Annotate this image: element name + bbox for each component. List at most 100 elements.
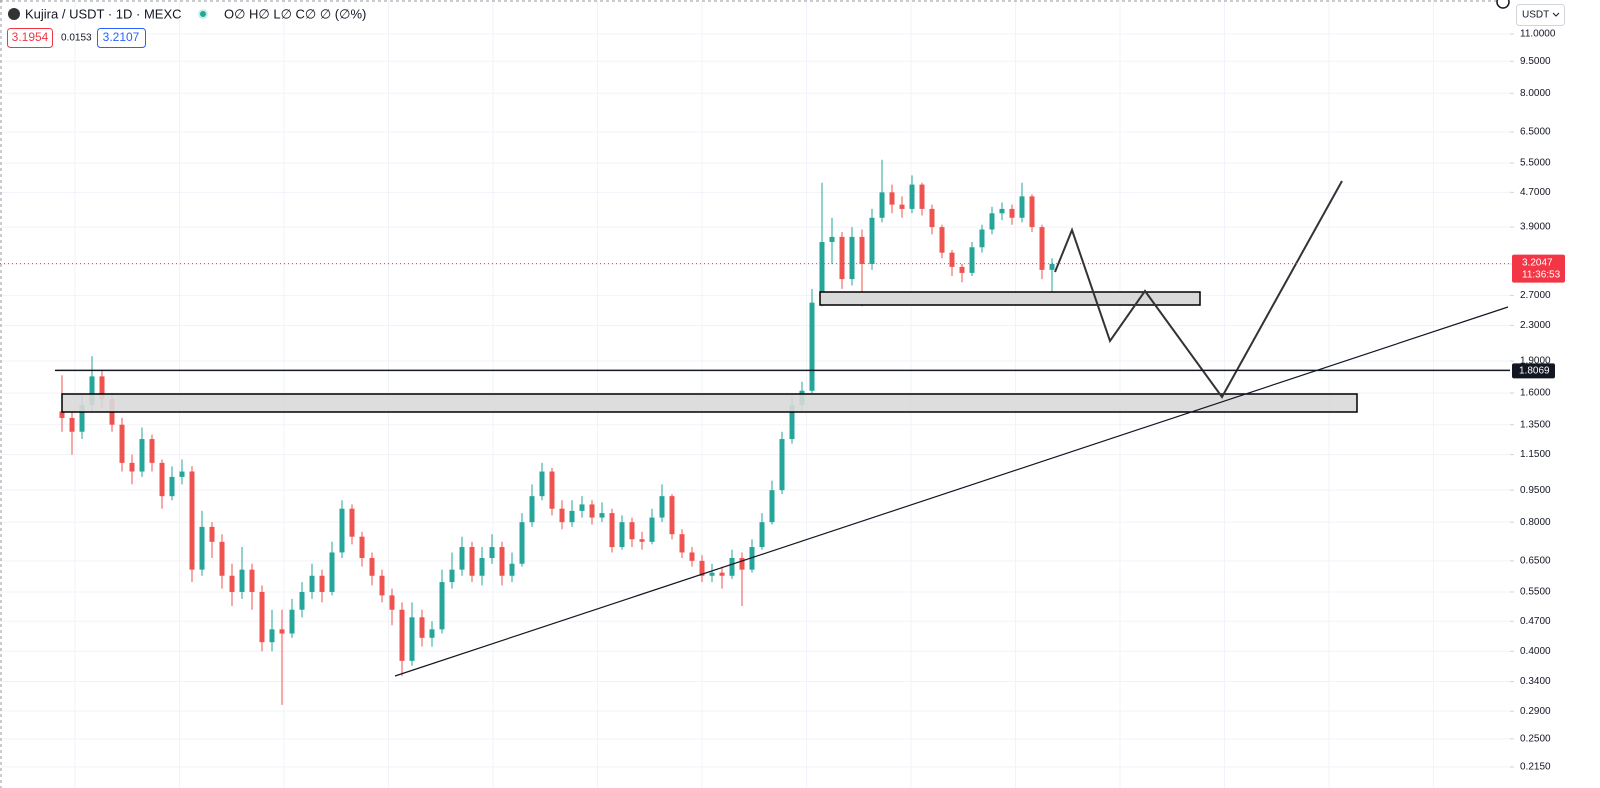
y-tick-label: 1.3500 bbox=[1520, 419, 1551, 430]
currency-select[interactable] bbox=[1516, 4, 1565, 26]
candle-body bbox=[209, 526, 215, 542]
y-tick-label: 0.6500 bbox=[1520, 555, 1551, 566]
bid: 3.1954 bbox=[12, 30, 49, 44]
candle-body bbox=[399, 609, 405, 661]
candle-body bbox=[179, 471, 185, 477]
y-tick-label: 0.8000 bbox=[1520, 517, 1551, 528]
y-tick-label: 0.4000 bbox=[1520, 646, 1551, 657]
candle-body bbox=[419, 617, 425, 638]
candle-body bbox=[579, 504, 585, 511]
candle-body bbox=[309, 575, 315, 592]
candle-body bbox=[1029, 196, 1035, 228]
candle-body bbox=[379, 575, 385, 596]
candle-body bbox=[509, 563, 515, 576]
candle-body bbox=[669, 496, 675, 535]
candle-body bbox=[699, 560, 705, 576]
candle-body bbox=[59, 411, 65, 418]
candle-body bbox=[349, 508, 355, 537]
candle-body bbox=[739, 558, 745, 570]
last-price-tag bbox=[1512, 254, 1565, 283]
candle-body bbox=[139, 439, 145, 472]
candle-body bbox=[429, 629, 435, 638]
candle-body bbox=[779, 439, 785, 491]
candle-body bbox=[99, 376, 105, 399]
spread: 0.0153 bbox=[61, 33, 92, 44]
candle-body bbox=[719, 572, 725, 576]
y-tick-label: 0.2150 bbox=[1520, 762, 1551, 773]
drawings bbox=[61, 180, 1509, 677]
candle-body bbox=[549, 471, 555, 509]
candle-body bbox=[569, 510, 575, 523]
candle-body bbox=[1009, 208, 1015, 218]
sell-box[interactable] bbox=[7, 28, 53, 48]
candle-body bbox=[769, 490, 775, 523]
candle-body bbox=[849, 236, 855, 280]
candle-body bbox=[479, 558, 485, 576]
symbol-title: Kujira / USDT · 1D · MEXC bbox=[25, 6, 182, 21]
candle-body bbox=[449, 569, 455, 583]
candle-body bbox=[1019, 196, 1025, 218]
candle-body bbox=[269, 629, 275, 643]
candle-body bbox=[289, 609, 295, 634]
candle-body bbox=[909, 184, 915, 209]
candle-body bbox=[1039, 227, 1045, 270]
candle-body bbox=[119, 424, 125, 463]
candle-body bbox=[489, 547, 495, 559]
candle-body bbox=[279, 629, 285, 634]
candle-body bbox=[159, 462, 165, 497]
candle-body bbox=[189, 471, 195, 570]
candle-body bbox=[459, 547, 465, 570]
candle-body bbox=[339, 508, 345, 553]
buy-box[interactable] bbox=[97, 28, 146, 48]
y-tick-label: 5.5000 bbox=[1520, 158, 1551, 169]
candle-body bbox=[519, 522, 525, 564]
candle-body bbox=[979, 229, 985, 248]
y-tick-label: 1.9000 bbox=[1520, 356, 1551, 367]
price-axis bbox=[1510, 0, 1600, 788]
candle-body bbox=[169, 476, 175, 497]
y-tick-label: 0.9500 bbox=[1520, 485, 1551, 496]
candle-body bbox=[129, 462, 135, 472]
candle-body bbox=[969, 247, 975, 273]
candle-body bbox=[999, 208, 1005, 214]
projection bbox=[1054, 180, 1343, 399]
candle-body bbox=[639, 539, 645, 542]
y-tick-label: 2.7000 bbox=[1520, 290, 1551, 301]
candle-body bbox=[729, 558, 735, 576]
currency: USDT bbox=[1522, 10, 1549, 21]
y-tick-label: 9.5000 bbox=[1520, 56, 1551, 67]
candle-body bbox=[749, 547, 755, 570]
y-tick-label: 0.5500 bbox=[1520, 587, 1551, 598]
candle-body bbox=[299, 591, 305, 610]
candle-body bbox=[1049, 263, 1055, 270]
candle-body bbox=[679, 534, 685, 553]
candle-body bbox=[689, 552, 695, 561]
candle-body bbox=[929, 208, 935, 228]
y-tick-label: 2.3000 bbox=[1520, 320, 1551, 331]
candle-body bbox=[229, 575, 235, 592]
candle-body bbox=[559, 508, 565, 523]
last-price: 3.2047 bbox=[1522, 257, 1553, 268]
candle-body bbox=[329, 552, 335, 592]
countdown: 11:36:53 bbox=[1522, 269, 1561, 280]
candle-body bbox=[649, 517, 655, 542]
candle-body bbox=[249, 569, 255, 592]
price-line-label: 1.8069 bbox=[1519, 366, 1550, 377]
candle-body bbox=[889, 192, 895, 205]
candle-body bbox=[819, 242, 825, 303]
candle-body bbox=[469, 547, 475, 576]
candle-body bbox=[989, 213, 995, 230]
candle-body bbox=[539, 471, 545, 497]
candle-body bbox=[529, 496, 535, 523]
ohlc-legend: O∅ H∅ L∅ C∅ ∅ (∅%) bbox=[224, 6, 366, 21]
candle-body bbox=[369, 558, 375, 576]
y-tick-label: 0.3400 bbox=[1520, 676, 1551, 687]
candle-body bbox=[839, 236, 845, 280]
settings-icon[interactable] bbox=[1496, 0, 1510, 9]
chevron bbox=[1552, 12, 1560, 17]
candle-body bbox=[919, 184, 925, 209]
candle-body bbox=[319, 575, 325, 592]
candle-body bbox=[599, 513, 605, 518]
candle-body bbox=[199, 526, 205, 570]
price-lines bbox=[0, 263, 1510, 372]
